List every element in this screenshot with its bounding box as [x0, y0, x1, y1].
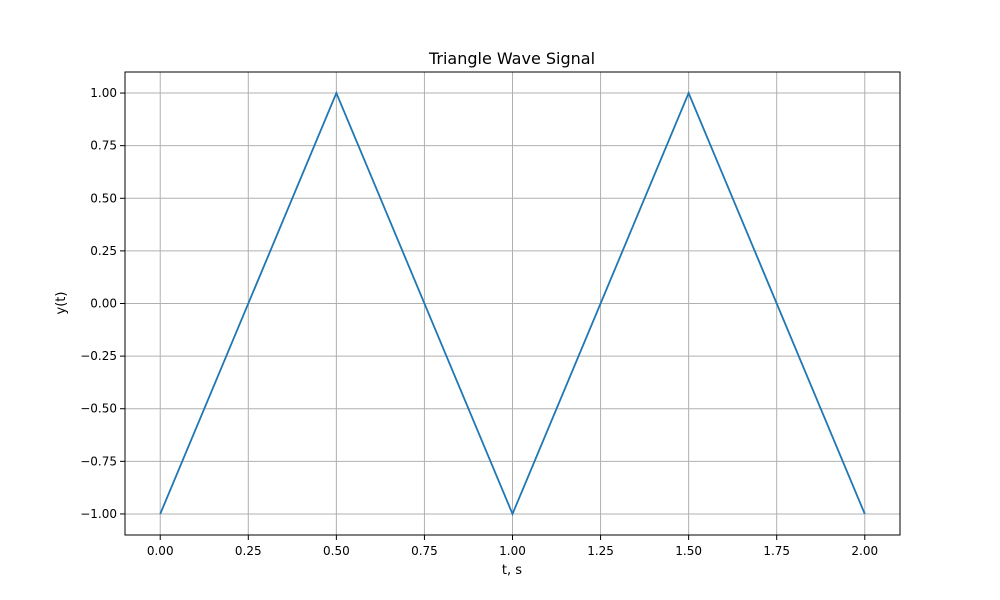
y-tick-label: −0.75: [80, 454, 117, 468]
x-tick-label: 1.00: [499, 544, 526, 558]
y-tick-label: −1.00: [80, 507, 117, 521]
x-tick-label: 1.25: [587, 544, 614, 558]
x-axis-label: t, s: [502, 563, 522, 578]
chart-title: Triangle Wave Signal: [428, 49, 595, 68]
y-tick-label: 0.75: [90, 139, 117, 153]
x-tick-label: 1.75: [763, 544, 790, 558]
y-tick-label: 1.00: [90, 86, 117, 100]
y-tick-label: −0.50: [80, 402, 117, 416]
x-axis-ticks: 0.00 0.25 0.50 0.75 1.00 1.25 1.50 1.75 2.00: [147, 535, 878, 558]
x-tick-label: 1.50: [675, 544, 702, 558]
x-tick-label: 0.75: [411, 544, 438, 558]
y-tick-label: 0.50: [90, 191, 117, 205]
y-tick-label: 0.25: [90, 244, 117, 258]
y-axis-ticks: 1.00 0.75 0.50 0.25 0.00 −0.25 −0.50 −0.75 −1.00: [80, 86, 125, 521]
y-axis-label: y(t): [54, 292, 69, 315]
series-line: [159, 90, 866, 517]
x-tick-label: 0.25: [235, 544, 262, 558]
y-tick-label: −0.25: [80, 349, 117, 363]
x-tick-label: 0.50: [323, 544, 350, 558]
x-tick-label: 0.00: [147, 544, 174, 558]
x-tick-label: 2.00: [851, 544, 878, 558]
series-layer: [159, 90, 866, 517]
y-tick-label: 0.00: [90, 297, 117, 311]
